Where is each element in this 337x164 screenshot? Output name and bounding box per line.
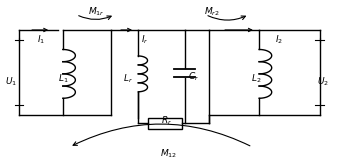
Bar	[148, 118, 182, 129]
Text: $I_1$: $I_1$	[37, 33, 45, 46]
Text: $M_{1r}$: $M_{1r}$	[88, 6, 105, 18]
Text: $R_r$: $R_r$	[161, 115, 173, 127]
Text: $I_2$: $I_2$	[275, 33, 283, 46]
Text: $I_r$: $I_r$	[141, 33, 149, 46]
Text: $L_1$: $L_1$	[58, 72, 68, 85]
Text: $M_{12}$: $M_{12}$	[160, 147, 177, 160]
Text: $C_r$: $C_r$	[188, 71, 199, 83]
Text: $L_2$: $L_2$	[250, 72, 261, 85]
Text: $M_{r2}$: $M_{r2}$	[204, 6, 220, 18]
Text: $U_2$: $U_2$	[317, 76, 329, 88]
Text: $U_1$: $U_1$	[5, 76, 17, 88]
Text: $L_r$: $L_r$	[123, 72, 133, 85]
